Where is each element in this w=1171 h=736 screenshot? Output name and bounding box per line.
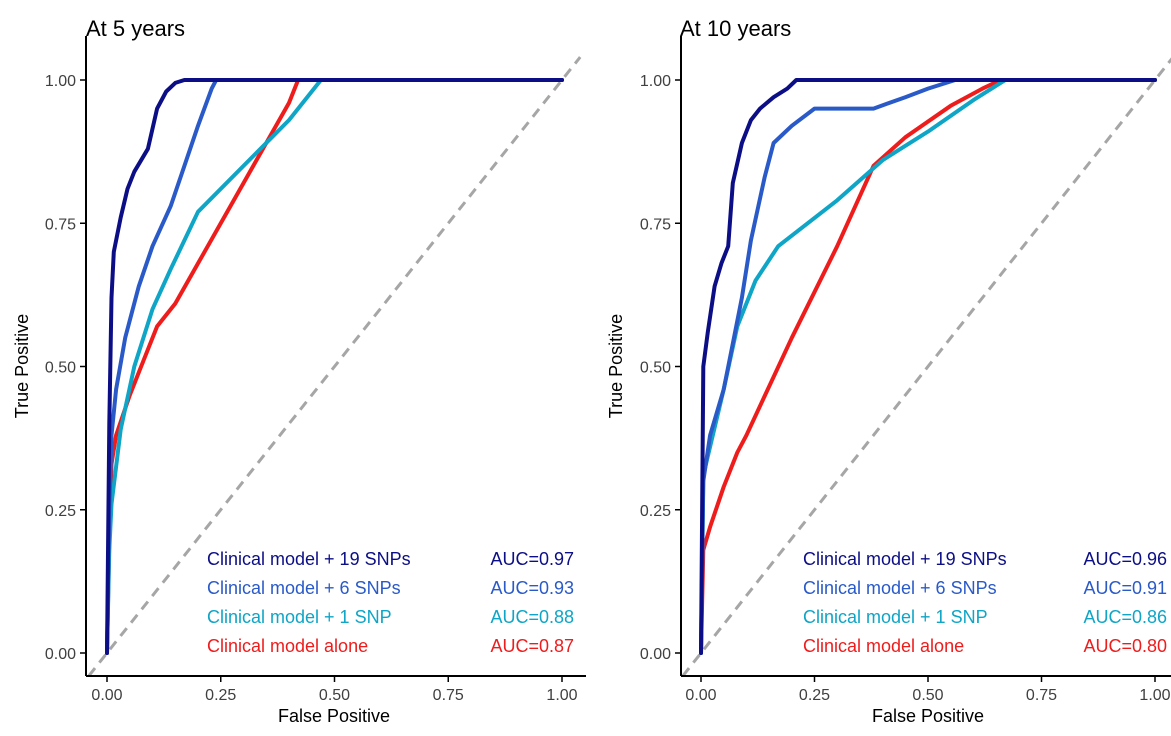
- legend-auc: AUC=0.96: [1083, 549, 1167, 569]
- x-tick-label: 0.50: [912, 687, 943, 704]
- legend-item: Clinical model + 6 SNPs AUC=0.93: [207, 578, 574, 598]
- legend-item: Clinical model + 1 SNP AUC=0.86: [803, 607, 1167, 627]
- roc-line-clinical-model-6-snps: [105, 78, 564, 655]
- series-layer: [105, 78, 564, 655]
- x-tick-label: 0.50: [319, 687, 350, 704]
- legend-auc: AUC=0.87: [490, 636, 574, 656]
- legend-series-name: Clinical model alone: [803, 636, 964, 656]
- roc-line-clinical-model-alone: [699, 78, 1157, 655]
- roc-line-clinical-model-19-snps: [699, 78, 1157, 655]
- x-tick-label: 0.00: [91, 687, 122, 704]
- legend-auc: AUC=0.97: [490, 549, 574, 569]
- legend-item: Clinical model alone AUC=0.87: [207, 636, 574, 656]
- roc-line-clinical-model-19-snps: [105, 78, 564, 655]
- reference-diagonal: [87, 56, 582, 677]
- x-tick-label: 0.25: [799, 687, 830, 704]
- x-tick-label: 0.75: [433, 687, 464, 704]
- y-tick-label: 0.75: [45, 216, 76, 233]
- legend-item: Clinical model + 19 SNPs AUC=0.97: [207, 549, 574, 569]
- legend-item: Clinical model + 19 SNPs AUC=0.96: [803, 549, 1167, 569]
- reference-line-layer: [87, 56, 582, 677]
- reference-diagonal: [681, 57, 1171, 677]
- reference-line-layer: [681, 57, 1171, 677]
- y-tick-label: 0.50: [45, 360, 76, 377]
- legend-series-name: Clinical model + 6 SNPs: [803, 578, 997, 598]
- x-tick-label: 1.00: [546, 687, 577, 704]
- series-layer: [699, 78, 1157, 655]
- panel-5-years: At 5 years True Positive False Positive …: [12, 16, 586, 726]
- panel-10-years: At 10 years True Positive False Positive…: [606, 16, 1171, 726]
- panel-title: At 10 years: [680, 16, 791, 41]
- legend-auc: AUC=0.93: [490, 578, 574, 598]
- y-tick-label: 0.25: [45, 503, 76, 520]
- panel-title: At 5 years: [86, 16, 185, 41]
- legend: Clinical model + 19 SNPs AUC=0.96 Clinic…: [803, 549, 1167, 656]
- y-tick-label: 0.75: [640, 216, 671, 233]
- x-tick-label: 0.75: [1026, 687, 1057, 704]
- legend-auc: AUC=0.91: [1083, 578, 1167, 598]
- legend-item: Clinical model alone AUC=0.80: [803, 636, 1167, 656]
- legend-item: Clinical model + 6 SNPs AUC=0.91: [803, 578, 1167, 598]
- y-axis-label: True Positive: [12, 314, 32, 418]
- legend-auc: AUC=0.80: [1083, 636, 1167, 656]
- x-axis-label: False Positive: [872, 706, 984, 726]
- legend-series-name: Clinical model + 19 SNPs: [207, 549, 411, 569]
- x-tick-label: 0.25: [205, 687, 236, 704]
- roc-line-clinical-model-1-snp: [105, 78, 564, 655]
- legend-series-name: Clinical model + 19 SNPs: [803, 549, 1007, 569]
- roc-line-clinical-model-6-snps: [699, 78, 1157, 655]
- legend-auc: AUC=0.88: [490, 607, 574, 627]
- x-tick-label: 0.00: [685, 687, 716, 704]
- legend-series-name: Clinical model alone: [207, 636, 368, 656]
- y-tick-label: 0.50: [640, 360, 671, 377]
- y-tick-label: 0.00: [640, 646, 671, 663]
- y-tick-label: 0.25: [640, 503, 671, 520]
- axes-layer: 0.00 0.25 0.50 0.75 1.00 0.00 0.25 0.50 0.75 1.00: [640, 36, 1171, 704]
- y-tick-label: 1.00: [45, 73, 76, 90]
- y-tick-label: 1.00: [640, 73, 671, 90]
- y-tick-label: 0.00: [45, 646, 76, 663]
- x-tick-label: 1.00: [1139, 687, 1170, 704]
- y-axis-label: True Positive: [606, 314, 626, 418]
- x-axis-label: False Positive: [278, 706, 390, 726]
- legend-series-name: Clinical model + 1 SNP: [207, 607, 392, 627]
- legend-series-name: Clinical model + 1 SNP: [803, 607, 988, 627]
- legend-series-name: Clinical model + 6 SNPs: [207, 578, 401, 598]
- legend-item: Clinical model + 1 SNP AUC=0.88: [207, 607, 574, 627]
- axes-layer: 0.00 0.25 0.50 0.75 1.00 0.00 0.25 0.50 0.75 1.00: [45, 36, 586, 704]
- legend: Clinical model + 19 SNPs AUC=0.97 Clinic…: [207, 549, 574, 656]
- legend-auc: AUC=0.86: [1083, 607, 1167, 627]
